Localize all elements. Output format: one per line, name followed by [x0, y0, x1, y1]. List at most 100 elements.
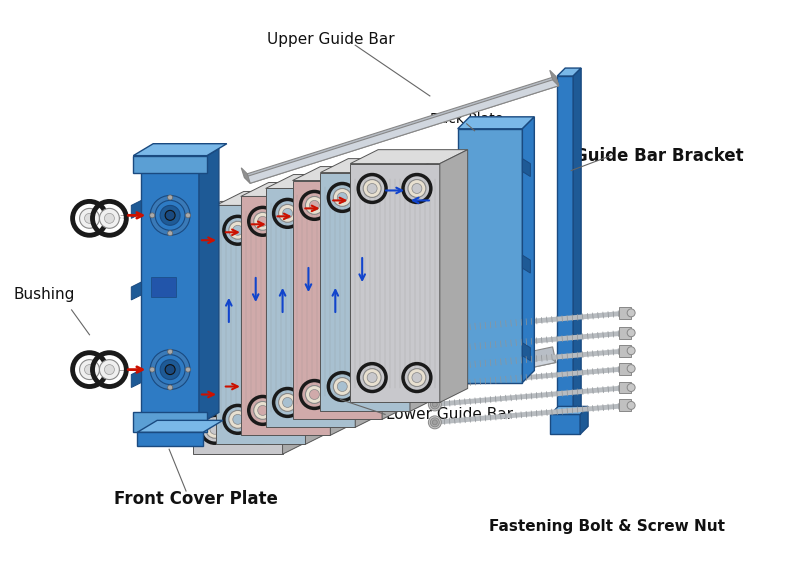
Circle shape	[105, 365, 114, 374]
Circle shape	[428, 343, 442, 356]
Text: Upper Guide Bar: Upper Guide Bar	[266, 32, 394, 47]
Circle shape	[278, 204, 297, 223]
Circle shape	[378, 189, 396, 206]
Circle shape	[282, 397, 293, 408]
Circle shape	[233, 225, 242, 235]
Circle shape	[350, 385, 368, 404]
Polygon shape	[558, 68, 581, 76]
Circle shape	[430, 363, 439, 372]
Circle shape	[85, 365, 94, 374]
Circle shape	[150, 213, 154, 218]
Polygon shape	[241, 197, 330, 435]
Circle shape	[627, 401, 635, 409]
Circle shape	[350, 197, 368, 214]
Polygon shape	[151, 277, 176, 297]
Polygon shape	[282, 201, 310, 454]
Circle shape	[254, 424, 265, 434]
Circle shape	[254, 235, 265, 245]
Circle shape	[428, 398, 442, 411]
Circle shape	[334, 378, 351, 396]
Circle shape	[298, 212, 317, 230]
Circle shape	[233, 415, 242, 424]
Circle shape	[306, 197, 323, 214]
Circle shape	[160, 359, 180, 380]
Circle shape	[382, 382, 392, 392]
Polygon shape	[619, 307, 631, 319]
Polygon shape	[131, 201, 142, 218]
Circle shape	[354, 201, 364, 210]
Polygon shape	[522, 343, 530, 361]
Circle shape	[210, 235, 220, 245]
Circle shape	[302, 216, 313, 227]
Circle shape	[150, 196, 190, 235]
Circle shape	[99, 359, 119, 380]
Circle shape	[274, 411, 291, 428]
Polygon shape	[320, 159, 438, 172]
Circle shape	[210, 424, 220, 434]
Circle shape	[432, 383, 438, 388]
Polygon shape	[522, 255, 530, 273]
Polygon shape	[619, 327, 631, 339]
Polygon shape	[134, 156, 207, 172]
Circle shape	[430, 325, 439, 334]
Circle shape	[165, 365, 175, 374]
Circle shape	[378, 378, 396, 396]
Circle shape	[186, 213, 190, 218]
Circle shape	[168, 349, 173, 354]
Polygon shape	[247, 76, 558, 183]
Circle shape	[85, 213, 94, 223]
Polygon shape	[550, 407, 588, 415]
Polygon shape	[242, 407, 250, 427]
Circle shape	[428, 323, 442, 336]
Circle shape	[363, 369, 381, 386]
Circle shape	[382, 193, 392, 202]
Text: Guide Bar Bracket: Guide Bar Bracket	[574, 147, 743, 164]
Circle shape	[155, 201, 185, 230]
Text: Back Plate: Back Plate	[430, 112, 503, 126]
Text: Bushing: Bushing	[13, 288, 74, 302]
Polygon shape	[142, 149, 219, 160]
Circle shape	[310, 389, 319, 400]
Circle shape	[168, 231, 173, 236]
Circle shape	[430, 381, 439, 390]
Circle shape	[150, 367, 154, 372]
Polygon shape	[244, 80, 558, 183]
Polygon shape	[440, 150, 468, 402]
Circle shape	[627, 365, 635, 373]
Circle shape	[408, 369, 426, 386]
Circle shape	[367, 373, 377, 382]
Polygon shape	[242, 168, 250, 183]
Polygon shape	[355, 175, 383, 427]
Polygon shape	[193, 216, 282, 454]
Polygon shape	[619, 382, 631, 393]
Circle shape	[165, 210, 175, 220]
Circle shape	[258, 216, 268, 227]
Circle shape	[274, 221, 291, 239]
Circle shape	[258, 405, 268, 415]
Polygon shape	[193, 201, 310, 216]
Polygon shape	[241, 182, 358, 197]
Polygon shape	[330, 182, 358, 435]
Circle shape	[323, 204, 342, 223]
Circle shape	[428, 379, 442, 392]
Polygon shape	[458, 129, 522, 382]
Polygon shape	[550, 415, 580, 434]
Circle shape	[627, 384, 635, 392]
Circle shape	[150, 350, 190, 389]
Circle shape	[310, 201, 319, 210]
Polygon shape	[320, 172, 410, 411]
Polygon shape	[266, 175, 383, 189]
Circle shape	[412, 373, 422, 382]
Circle shape	[430, 418, 439, 427]
Circle shape	[432, 347, 438, 352]
Circle shape	[338, 193, 347, 202]
Polygon shape	[619, 345, 631, 356]
Polygon shape	[350, 164, 440, 402]
Text: Lower Guide Bar: Lower Guide Bar	[386, 407, 514, 422]
Polygon shape	[522, 117, 534, 382]
Polygon shape	[558, 76, 573, 415]
Polygon shape	[247, 347, 556, 427]
Circle shape	[327, 397, 338, 408]
Circle shape	[354, 389, 364, 400]
Polygon shape	[619, 363, 631, 374]
